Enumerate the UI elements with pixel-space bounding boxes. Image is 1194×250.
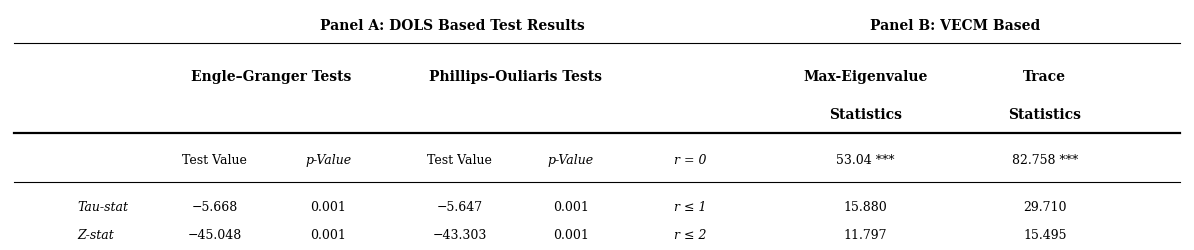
Text: 15.880: 15.880 <box>844 200 887 213</box>
Text: −5.668: −5.668 <box>192 200 238 213</box>
Text: −45.048: −45.048 <box>187 228 242 241</box>
Text: 0.001: 0.001 <box>553 228 589 241</box>
Text: r ≤ 1: r ≤ 1 <box>673 200 707 213</box>
Text: Engle–Granger Tests: Engle–Granger Tests <box>191 69 352 83</box>
Text: r = 0: r = 0 <box>673 154 707 166</box>
Text: 0.001: 0.001 <box>310 228 346 241</box>
Text: −5.647: −5.647 <box>437 200 482 213</box>
Text: 53.04 ***: 53.04 *** <box>837 154 894 166</box>
Text: Trace: Trace <box>1023 69 1066 83</box>
Text: 0.001: 0.001 <box>310 200 346 213</box>
Text: 82.758 ***: 82.758 *** <box>1011 154 1078 166</box>
Text: 0.001: 0.001 <box>553 200 589 213</box>
Text: 15.495: 15.495 <box>1023 228 1066 241</box>
Text: 29.710: 29.710 <box>1023 200 1066 213</box>
Text: −43.303: −43.303 <box>432 228 487 241</box>
Text: r ≤ 2: r ≤ 2 <box>673 228 707 241</box>
Text: Phillips–Ouliaris Tests: Phillips–Ouliaris Tests <box>429 69 602 83</box>
Text: Statistics: Statistics <box>1008 108 1082 122</box>
Text: p-Value: p-Value <box>548 154 593 166</box>
Text: Test Value: Test Value <box>183 154 247 166</box>
Text: 11.797: 11.797 <box>844 228 887 241</box>
Text: Max-Eigenvalue: Max-Eigenvalue <box>804 69 928 83</box>
Text: Tau-stat: Tau-stat <box>78 200 129 213</box>
Text: Statistics: Statistics <box>829 108 903 122</box>
Text: Test Value: Test Value <box>427 154 492 166</box>
Text: Z-stat: Z-stat <box>78 228 115 241</box>
Text: Panel B: VECM Based: Panel B: VECM Based <box>870 19 1040 33</box>
Text: p-Value: p-Value <box>306 154 351 166</box>
Text: Panel A: DOLS Based Test Results: Panel A: DOLS Based Test Results <box>320 19 585 33</box>
